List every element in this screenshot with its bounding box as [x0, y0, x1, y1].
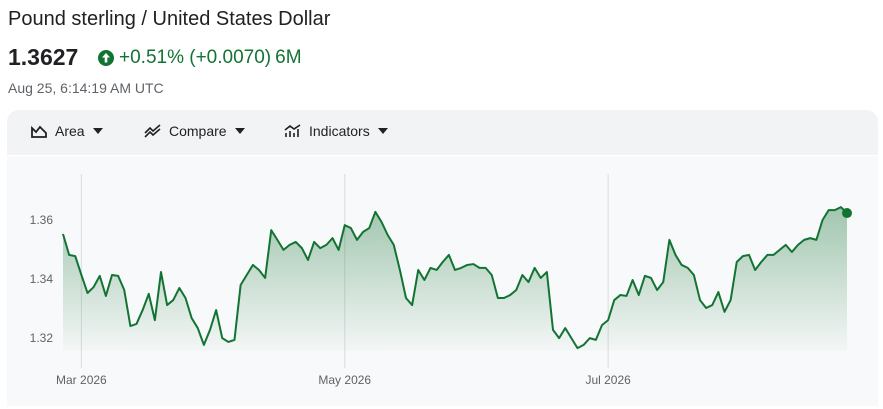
y-tick-label: 1.34	[30, 272, 54, 286]
timestamp: Aug 25, 6:14:19 AM UTC	[8, 80, 164, 96]
x-tick-label: Mar 2026	[56, 373, 107, 387]
tool-label: Area	[55, 123, 85, 139]
area-button[interactable]: Area	[31, 123, 103, 139]
tool-label: Compare	[169, 123, 227, 139]
period: 6M	[275, 47, 302, 68]
change-text: +0.51% (+0.0070)	[119, 47, 272, 68]
toolbar: Area Compare Indicators	[7, 110, 878, 155]
y-tick-label: 1.32	[30, 331, 54, 345]
dropdown-arrow	[92, 128, 103, 134]
last-point	[842, 208, 852, 219]
y-tick-label: 1.36	[30, 213, 54, 227]
tool-label: Indicators	[309, 123, 370, 139]
x-tick-label: Jul 2026	[585, 373, 631, 387]
area-icon	[31, 125, 47, 138]
x-tick-label: May 2026	[318, 373, 371, 387]
price-line	[62, 206, 848, 350]
dropdown-arrow	[377, 128, 388, 134]
price: 1.3627	[8, 44, 79, 70]
area-fill	[63, 207, 847, 351]
price-change: +0.51% (+0.0070) 6M	[97, 47, 302, 69]
indicators-button[interactable]: Indicators	[284, 123, 388, 139]
indicators-icon	[284, 124, 301, 137]
compare-icon	[144, 124, 161, 138]
up-icon	[98, 50, 114, 66]
pair-title: Pound sterling / United States Dollar	[8, 8, 331, 30]
dropdown-arrow	[234, 128, 245, 134]
compare-button[interactable]: Compare	[144, 123, 245, 139]
